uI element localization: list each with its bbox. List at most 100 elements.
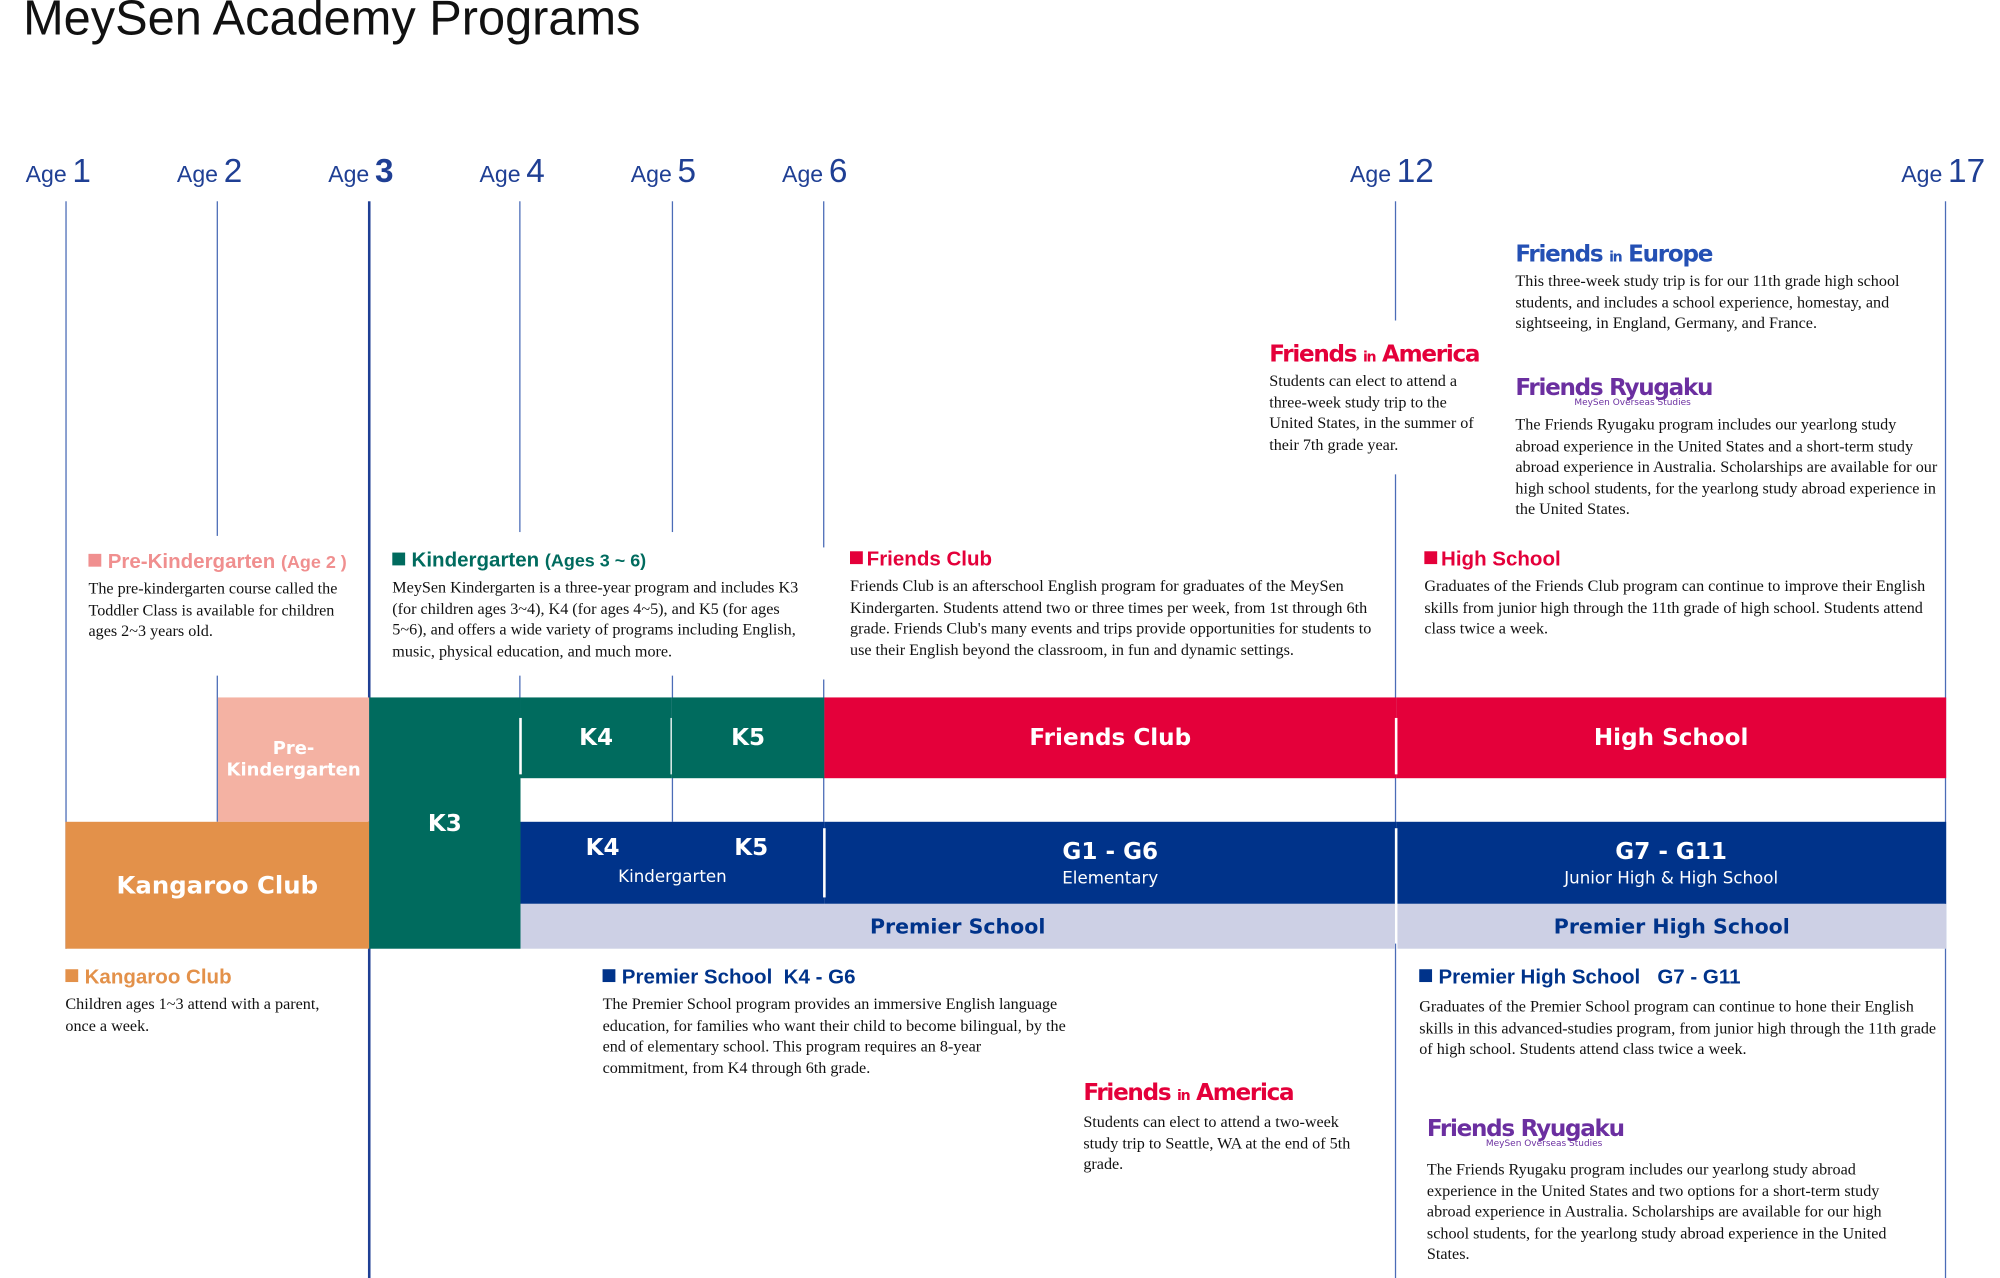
age-label-17: Age 17 <box>1901 151 1985 191</box>
section-suffix: G7 - G11 <box>1657 966 1741 989</box>
age-word: Age <box>176 161 218 188</box>
section-text: Children ages 1~3 attend with a parent, … <box>65 994 320 1034</box>
age-line <box>671 201 674 533</box>
section-text: The pre-kindergarten course called the T… <box>88 579 338 640</box>
friends-ryugaku-upper-block: Friends Ryugaku MeySen Overseas Studies T… <box>1515 374 1938 520</box>
section-high-school: High School Graduates of the Friends Clu… <box>1424 549 1930 639</box>
age-label-2: Age 2 <box>177 151 242 191</box>
age-number: 17 <box>1948 151 1986 190</box>
age-number: 6 <box>828 151 848 190</box>
section-friends-club: Friends Club Friends Club is an aftersch… <box>849 548 1388 661</box>
friends-ryugaku-logo: Friends Ryugaku MeySen Overseas Studies <box>1515 374 1713 408</box>
age-line <box>1394 201 1397 321</box>
bar-friends-club: Friends Club <box>824 697 1397 779</box>
page-title: MeySen Academy Programs <box>23 0 641 47</box>
trip-text: The Friends Ryugaku program includes our… <box>1515 415 1938 518</box>
section-suffix: (Age 2 ) <box>280 551 347 572</box>
age-line <box>216 201 218 536</box>
section-premier-school: Premier School K4 - G6 The Premier Schoo… <box>602 966 1071 1079</box>
age-number: 1 <box>72 151 91 190</box>
section-title: Premier High School <box>1438 966 1641 989</box>
friends-in-america-logo: Friends in America <box>1269 341 1480 368</box>
section-text: Graduates of the Premier School program … <box>1419 997 1937 1058</box>
bar-premier-kindergarten: K4 K5 Kindergarten <box>520 821 825 904</box>
section-title: Friends Club <box>866 548 993 571</box>
section-title: Kangaroo Club <box>84 966 232 989</box>
section-title: High School <box>1441 548 1561 571</box>
square-icon <box>602 969 616 983</box>
age-label-1: Age 1 <box>26 151 91 191</box>
age-number: 4 <box>526 151 545 190</box>
age-label-4: Age 4 <box>479 151 544 191</box>
age-label-5: Age 5 <box>631 151 696 191</box>
label-k4: K4 <box>585 834 620 862</box>
label-g1-g6: G1 - G6 <box>1062 837 1159 865</box>
section-text: Friends Club is an afterschool English p… <box>849 576 1372 659</box>
section-text: Graduates of the Friends Club program ca… <box>1424 576 1926 638</box>
bar-high-school: High School <box>1396 697 1947 779</box>
trip-text: Students can elect to attend a two-week … <box>1083 1112 1351 1174</box>
bar-k4-kindergarten: K4 <box>520 697 672 779</box>
section-title: Premier School <box>621 966 773 989</box>
section-text: The Premier School program provides an i… <box>602 994 1066 1077</box>
friends-in-europe-logo: Friends in Europe <box>1515 241 1713 268</box>
friends-in-america-upper-block: Friends in America Students can elect to… <box>1269 341 1487 455</box>
bar-elementary: G1 - G6 Elementary <box>824 821 1397 904</box>
age-label-3: Age 3 <box>328 151 393 191</box>
section-premier-high-school: Premier High School G7 - G11 Graduates o… <box>1419 967 1938 1060</box>
bar-k3: K3 <box>369 697 521 949</box>
age-line <box>216 675 218 822</box>
bar-pre-kindergarten: Pre- Kindergarten <box>217 697 370 822</box>
section-suffix: K4 - G6 <box>783 966 856 989</box>
label-junior-high-high-school: Junior High & High School <box>1564 868 1779 888</box>
age-word: Age <box>1901 161 1943 188</box>
friends-in-europe-block: Friends in Europe This three-week study … <box>1515 241 1938 334</box>
square-icon <box>849 551 863 565</box>
square-icon <box>1419 969 1433 983</box>
age-line <box>519 675 521 699</box>
age-number: 12 <box>1396 151 1434 190</box>
section-pre-kindergarten: Pre-Kindergarten (Age 2 ) The pre-kinder… <box>88 551 364 641</box>
bar-kangaroo-club: Kangaroo Club <box>65 821 370 949</box>
trip-text: This three-week study trip is for our 11… <box>1515 271 1900 333</box>
age-word: Age <box>25 161 67 188</box>
section-text: MeySen Kindergarten is a three-year prog… <box>392 578 799 660</box>
section-suffix: (Ages 3 ~ 6) <box>544 549 647 571</box>
square-icon <box>1424 551 1438 565</box>
divider <box>1394 717 1398 775</box>
age-word: Age <box>479 161 521 188</box>
divider <box>670 717 672 775</box>
trip-text: Students can elect to attend a three-wee… <box>1269 371 1474 454</box>
age-line <box>823 201 825 548</box>
divider <box>519 717 522 775</box>
age-label-12: Age 12 <box>1350 151 1434 191</box>
age-number: 5 <box>677 151 697 190</box>
divider <box>823 828 826 898</box>
age-number: 2 <box>223 151 243 190</box>
section-kindergarten: Kindergarten (Ages 3 ~ 6) MeySen Kinderg… <box>392 550 815 662</box>
section-kangaroo-club: Kangaroo Club Children ages 1~3 attend w… <box>65 967 353 1036</box>
age-line <box>65 201 67 949</box>
label-k5: K5 <box>734 834 769 862</box>
label-g7-g11: G7 - G11 <box>1615 837 1728 865</box>
divider <box>1394 828 1398 944</box>
label-kindergarten: Kindergarten <box>618 867 727 888</box>
section-title: Kindergarten <box>411 549 540 572</box>
label-elementary: Elementary <box>1062 868 1159 888</box>
friends-in-america-lower-block: Friends in America Students can elect to… <box>1083 1079 1371 1175</box>
friends-ryugaku-logo: Friends Ryugaku MeySen Overseas Studies <box>1426 1115 1625 1149</box>
bar-junior-high-high-school: G7 - G11 Junior High & High School <box>1396 821 1947 904</box>
age-word: Age <box>782 161 824 188</box>
section-title: Pre-Kindergarten <box>107 551 276 574</box>
age-line <box>519 201 521 533</box>
square-icon <box>65 969 79 983</box>
age-label-6: Age 6 <box>782 151 847 191</box>
bar-k5-kindergarten: K5 <box>671 697 825 779</box>
age-word: Age <box>630 161 672 188</box>
friends-in-america-logo: Friends in America <box>1083 1079 1294 1107</box>
age-word: Age <box>1349 161 1392 188</box>
bar-premier-high-school: Premier High School <box>1397 903 1947 949</box>
trip-text: The Friends Ryugaku program includes our… <box>1426 1160 1887 1263</box>
age-number: 3 <box>374 151 394 190</box>
